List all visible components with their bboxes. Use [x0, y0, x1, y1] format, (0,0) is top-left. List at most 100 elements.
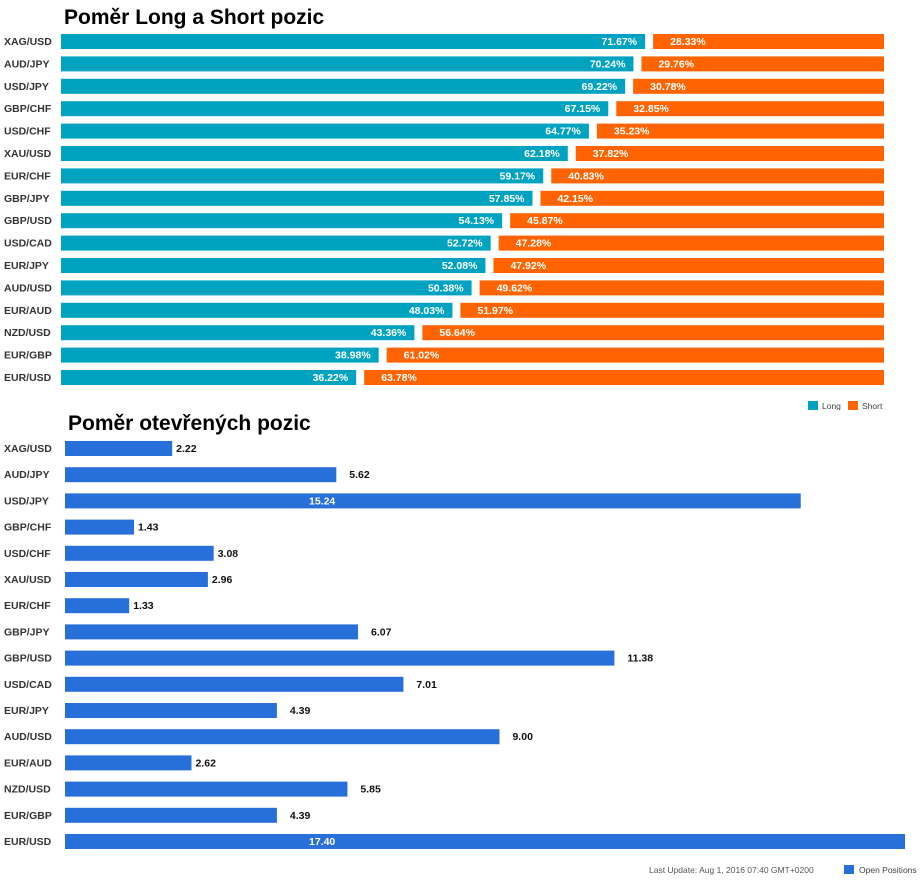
last-update-text: Last Update: Aug 1, 2016 07:40 GMT+0200 [649, 865, 814, 875]
long-value-label: 36.22% [313, 372, 349, 384]
category-label: USD/CHF [4, 548, 51, 560]
category-label: EUR/GBP [4, 350, 52, 362]
short-value-label: 47.92% [510, 260, 546, 272]
open-positions-chart-title: Poměr otevřených pozic [68, 412, 311, 435]
open-positions-bar [65, 729, 500, 745]
category-label: AUD/JPY [4, 58, 50, 70]
long-value-label: 70.24% [590, 58, 626, 70]
short-value-label: 42.15% [557, 193, 593, 205]
long-value-label: 57.85% [489, 193, 525, 205]
long-value-label: 43.36% [371, 327, 407, 339]
long-value-label: 48.03% [409, 305, 445, 317]
value-label: 3.08 [218, 548, 239, 560]
long-bar [61, 146, 568, 161]
legend-long-label: Long [822, 401, 841, 410]
open-positions-bar [65, 703, 277, 718]
long-bar [61, 258, 486, 273]
value-label: 9.00 [512, 731, 533, 743]
value-label: 15.24 [309, 495, 335, 507]
short-bar [596, 123, 884, 139]
long-value-label: 59.17% [500, 170, 536, 182]
short-bar [551, 168, 884, 184]
legend-open-positions-swatch [844, 865, 854, 874]
short-value-label: 35.23% [614, 126, 650, 138]
category-label: GBP/USD [4, 653, 52, 665]
value-label: 17.40 [309, 836, 335, 848]
value-label: 6.07 [371, 626, 392, 638]
legend-short-swatch [848, 401, 858, 410]
short-value-label: 37.82% [593, 148, 629, 160]
long-bar [61, 101, 609, 117]
short-bar [422, 325, 884, 341]
legend-open-positions-label: Open Positions [859, 865, 917, 875]
open-positions-bar [65, 519, 135, 535]
long-value-label: 52.72% [447, 238, 483, 250]
value-label: 2.22 [176, 443, 197, 455]
category-label: GBP/USD [4, 215, 52, 227]
long-value-label: 38.98% [335, 350, 371, 362]
long-short-chart-title: Poměr Long a Short pozic [64, 6, 325, 29]
category-label: AUD/JPY [4, 469, 50, 481]
short-bar [540, 190, 884, 206]
category-label: XAU/USD [4, 148, 52, 160]
short-bar [364, 370, 884, 385]
legend-short-label: Short [862, 401, 883, 410]
category-label: USD/CAD [4, 679, 52, 691]
category-label: USD/CAD [4, 238, 52, 250]
value-label: 11.38 [627, 653, 653, 665]
category-label: EUR/USD [4, 836, 52, 848]
open-positions-bar [65, 467, 337, 483]
long-short-chart: XAG/USD 71.67% 28.33% AUD/JPY 70.24% 29.76% US… [4, 34, 884, 410]
short-bar [575, 146, 884, 161]
category-label: EUR/CHF [4, 600, 51, 612]
long-value-label: 67.15% [565, 103, 601, 115]
value-label: 1.43 [138, 522, 159, 534]
category-label: EUR/USD [4, 372, 52, 384]
category-label: USD/JPY [4, 495, 49, 507]
short-value-label: 40.83% [568, 170, 604, 182]
long-bar [61, 168, 544, 184]
long-bar [61, 370, 357, 385]
value-label: 5.62 [349, 469, 370, 481]
short-value-label: 29.76% [658, 58, 694, 70]
open-positions-bar [65, 545, 214, 561]
short-bar [641, 56, 884, 72]
short-value-label: 63.78% [381, 372, 417, 384]
category-label: EUR/GBP [4, 810, 52, 822]
open-positions-bar [65, 650, 615, 666]
short-value-label: 51.97% [477, 305, 513, 317]
long-bar [61, 123, 589, 139]
open-positions-bar [65, 834, 905, 849]
short-bar [386, 347, 884, 363]
short-bar [616, 101, 884, 117]
category-label: NZD/USD [4, 327, 51, 339]
category-label: XAU/USD [4, 574, 52, 586]
short-value-label: 32.85% [633, 103, 669, 115]
category-label: XAG/USD [4, 36, 52, 48]
category-label: EUR/JPY [4, 705, 49, 717]
value-label: 7.01 [416, 679, 437, 691]
legend-long-swatch [808, 401, 818, 410]
long-bar [61, 347, 379, 363]
short-bar [479, 280, 884, 296]
open-positions-bar [65, 598, 130, 614]
short-bar [493, 258, 884, 273]
short-value-label: 49.62% [497, 282, 533, 294]
short-bar [510, 213, 884, 229]
open-positions-bar [65, 755, 192, 771]
long-bar [61, 78, 626, 94]
short-bar [460, 302, 884, 318]
category-label: GBP/CHF [4, 522, 52, 534]
long-value-label: 71.67% [601, 36, 637, 48]
category-label: AUD/USD [4, 731, 52, 743]
category-label: EUR/AUD [4, 305, 52, 317]
value-label: 2.96 [212, 574, 233, 586]
open-positions-bar [65, 572, 208, 587]
value-label: 4.39 [290, 810, 311, 822]
open-positions-bar [65, 624, 359, 640]
short-bar [653, 34, 884, 49]
short-value-label: 61.02% [404, 350, 440, 362]
short-bar [498, 235, 884, 251]
long-value-label: 52.08% [442, 260, 478, 272]
